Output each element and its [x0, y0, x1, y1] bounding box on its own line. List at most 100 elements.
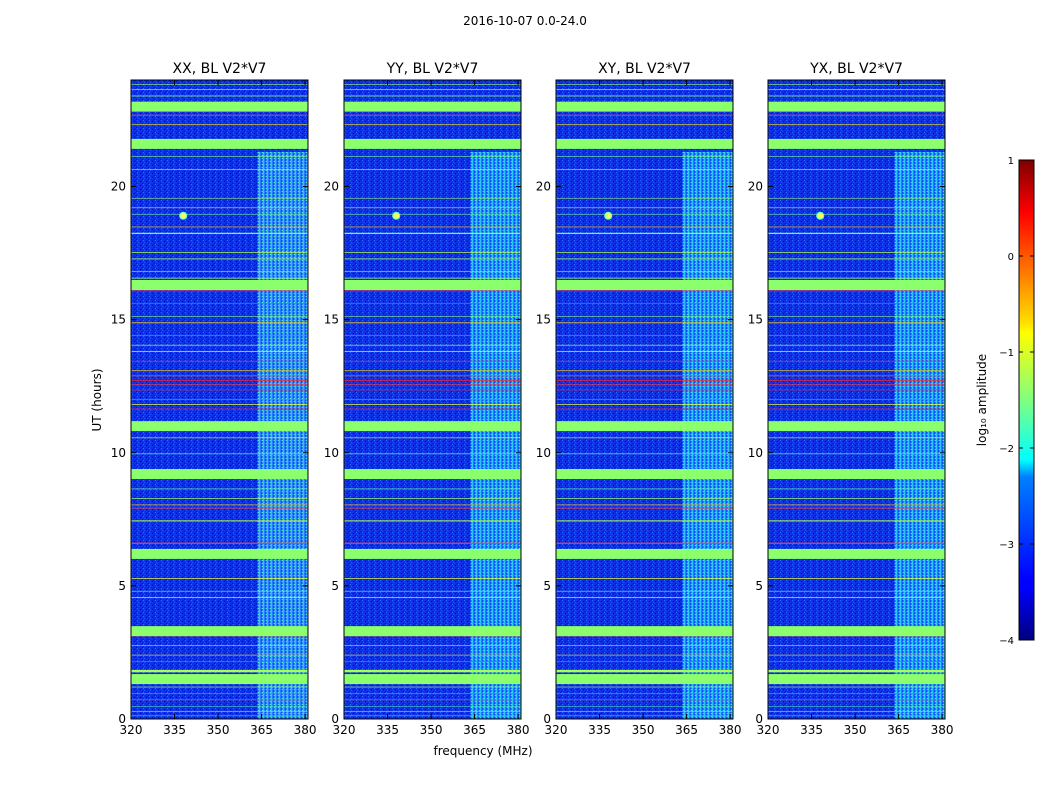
- time-streak: [768, 404, 945, 405]
- time-streak: [344, 258, 521, 260]
- y-axis-label: UT (hours): [90, 368, 104, 431]
- time-streak: [556, 699, 733, 701]
- flagged-row: [556, 548, 733, 559]
- time-streak: [768, 375, 945, 377]
- time-streak: [556, 686, 733, 688]
- time-streak: [344, 232, 521, 234]
- colorbar-tick-label: −1: [999, 348, 1014, 359]
- x-axis-label: frequency (MHz): [433, 744, 532, 758]
- time-streak: [768, 316, 945, 317]
- time-streak: [556, 197, 733, 199]
- time-streak: [344, 375, 521, 377]
- colorbar-gradient: [1018, 159, 1035, 641]
- time-streak: [768, 360, 945, 362]
- time-streak: [131, 207, 308, 209]
- x-tick-label: 365: [250, 723, 273, 737]
- time-streak: [344, 453, 521, 455]
- time-streak: [768, 597, 945, 598]
- time-streak: [768, 351, 945, 352]
- y-tick-label: 15: [111, 313, 126, 327]
- figure-title: 2016-10-07 0.0-24.0: [463, 14, 587, 28]
- x-tick-label: 350: [420, 723, 443, 737]
- time-streak: [344, 389, 521, 391]
- x-tick-label: 320: [333, 723, 356, 737]
- time-streak: [556, 252, 733, 253]
- x-tick-label: 335: [588, 723, 611, 737]
- time-streak: [131, 488, 308, 490]
- time-streak: [131, 197, 308, 199]
- flagged-row: [556, 469, 733, 480]
- time-streak: [344, 277, 521, 279]
- time-streak: [131, 226, 308, 228]
- time-streak: [131, 375, 308, 377]
- time-streak: [768, 590, 945, 592]
- time-streak: [344, 169, 521, 170]
- time-streak: [131, 453, 308, 455]
- y-tick-label: 0: [331, 712, 339, 726]
- time-streak: [556, 169, 733, 170]
- time-streak: [131, 654, 308, 656]
- flagged-row: [556, 280, 733, 291]
- x-tick-label: 380: [294, 723, 317, 737]
- time-streak: [768, 370, 945, 372]
- y-tick-label: 5: [118, 579, 126, 593]
- flagged-row: [344, 138, 521, 149]
- time-streak: [556, 316, 733, 317]
- panel-frame: [130, 79, 309, 720]
- y-tick-label: 20: [111, 180, 126, 194]
- time-streak: [768, 705, 945, 707]
- time-streak: [344, 597, 521, 598]
- time-streak: [131, 389, 308, 391]
- time-streak: [556, 360, 733, 362]
- y-tick-label: 10: [111, 446, 126, 460]
- y-tick-label: 20: [748, 180, 763, 194]
- time-streak: [556, 669, 733, 673]
- flagged-row: [768, 674, 945, 685]
- time-streak: [344, 360, 521, 362]
- flagged-row: [556, 674, 733, 685]
- time-streak: [556, 661, 733, 662]
- time-streak: [344, 715, 521, 717]
- time-streak: [344, 303, 521, 304]
- time-streak: [768, 89, 945, 90]
- flagged-row: [768, 548, 945, 559]
- bright-point: [392, 211, 401, 220]
- time-streak: [768, 84, 945, 85]
- time-streak: [344, 322, 521, 324]
- time-streak: [344, 226, 521, 228]
- time-streak: [556, 290, 733, 292]
- time-streak: [131, 645, 308, 646]
- time-streak: [768, 578, 945, 579]
- bright-point: [179, 211, 188, 220]
- time-streak: [768, 277, 945, 279]
- time-streak: [556, 711, 733, 712]
- time-streak: [344, 507, 521, 509]
- panel-2: 320 335 350 365 380 0 5 10 15 20 YY, BL V2*V7: [324, 61, 530, 737]
- time-streak: [344, 316, 521, 317]
- time-streak: [131, 290, 308, 292]
- time-streak: [556, 379, 733, 381]
- time-streak: [131, 408, 308, 410]
- time-streak: [768, 232, 945, 234]
- time-streak: [556, 645, 733, 646]
- time-streak: [131, 370, 308, 372]
- time-streak: [131, 303, 308, 304]
- colorbar-tick-label: −2: [999, 444, 1014, 455]
- time-streak: [344, 370, 521, 372]
- time-streak: [768, 197, 945, 199]
- x-tick-label: 380: [719, 723, 742, 737]
- time-streak: [768, 542, 945, 544]
- colorbar: 1 0 −1 −2 −3 −4: [999, 156, 1035, 647]
- time-streak: [556, 232, 733, 234]
- time-streak: [556, 95, 733, 97]
- time-streak: [556, 408, 733, 410]
- time-streak: [344, 207, 521, 209]
- rfi-band: [682, 151, 733, 719]
- time-streak: [131, 578, 308, 579]
- x-tick-label: 320: [757, 723, 780, 737]
- time-streak: [768, 322, 945, 324]
- time-streak: [768, 453, 945, 455]
- time-streak: [556, 375, 733, 377]
- time-streak: [344, 252, 521, 253]
